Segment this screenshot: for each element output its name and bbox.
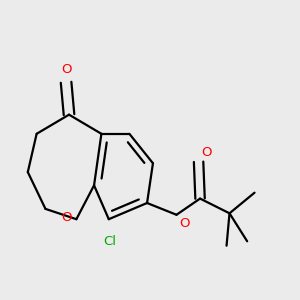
Text: O: O xyxy=(179,217,189,230)
Text: O: O xyxy=(201,146,211,159)
Text: Cl: Cl xyxy=(104,236,117,248)
Text: O: O xyxy=(61,63,71,76)
Text: O: O xyxy=(61,211,72,224)
